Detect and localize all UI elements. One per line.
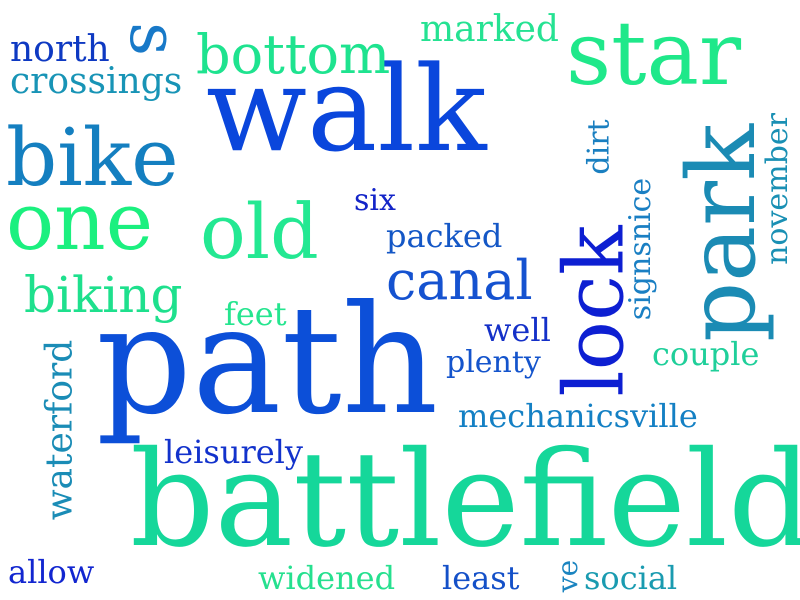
word-old: old xyxy=(200,187,319,276)
word-signsnice: signsnice xyxy=(623,177,659,321)
word-november: november xyxy=(759,113,795,265)
word-crossings: crossings xyxy=(10,61,183,102)
word-s: s xyxy=(114,22,192,56)
word-path: path xyxy=(96,274,439,448)
word-waterford: waterford xyxy=(39,339,81,521)
word-couple: couple xyxy=(652,335,760,373)
word-well: well xyxy=(484,311,551,349)
word-allow: allow xyxy=(8,553,95,591)
word-bike: bike xyxy=(6,111,179,204)
word-battlefield: battlefield xyxy=(130,423,800,577)
word-widened: widened xyxy=(258,559,396,597)
word-north: north xyxy=(10,29,110,70)
word-social: social xyxy=(584,559,678,597)
word-canal: canal xyxy=(386,249,533,312)
word-feet: feet xyxy=(224,295,287,333)
word-ve: ve xyxy=(551,559,585,593)
word-bottom: bottom xyxy=(196,23,391,86)
word-least: least xyxy=(442,559,520,597)
word-marked: marked xyxy=(420,9,559,50)
word-walk: walk xyxy=(206,40,487,178)
word-star: star xyxy=(566,2,742,105)
word-mechanicsville: mechanicsville xyxy=(458,397,698,435)
word-dirt: dirt xyxy=(581,119,617,175)
word-plenty: plenty xyxy=(446,345,541,380)
word-biking: biking xyxy=(24,266,183,324)
word-park: park xyxy=(668,123,778,343)
word-leisurely: leisurely xyxy=(164,433,303,471)
word-one: one xyxy=(6,175,154,268)
word-six: six xyxy=(354,183,396,218)
word-packed: packed xyxy=(386,217,503,255)
